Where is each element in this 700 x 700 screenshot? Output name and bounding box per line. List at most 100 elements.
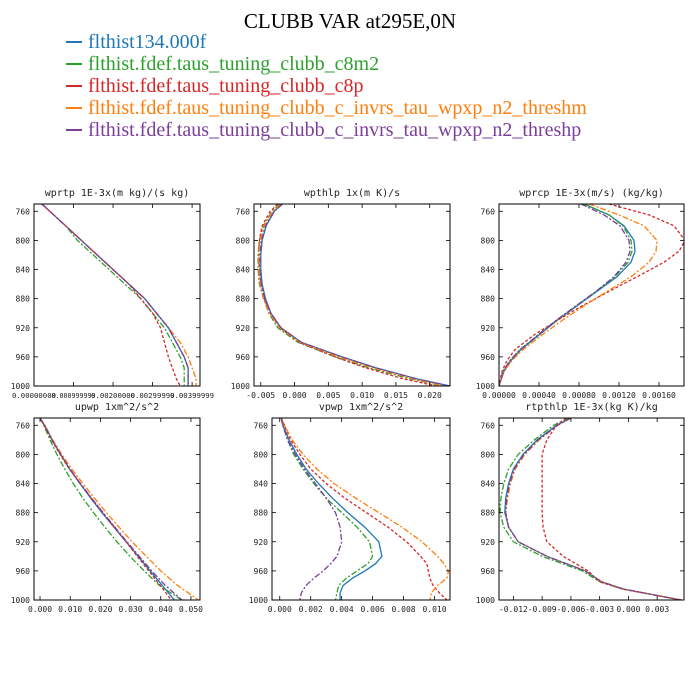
- series-line: [499, 204, 684, 386]
- y-tick-label: 960: [236, 353, 251, 362]
- subplot: vpwp 1xm^2/s^276080084088092096010000.00…: [249, 402, 451, 614]
- x-tick-label: 0.00080: [562, 391, 596, 400]
- y-tick-label: 800: [16, 236, 31, 245]
- series-line: [260, 204, 450, 386]
- legend-swatch-icon: [66, 107, 82, 109]
- legend-swatch-icon: [66, 41, 82, 43]
- legend-label: flthist.fdef.taus_tuning_clubb_c8m2: [88, 53, 380, 75]
- y-tick-label: 760: [236, 207, 251, 216]
- series-line: [280, 418, 343, 600]
- y-tick-label: 760: [481, 207, 496, 216]
- y-tick-label: 1000: [476, 382, 495, 391]
- y-tick-label: 840: [481, 266, 496, 275]
- y-tick-label: 1000: [476, 596, 495, 605]
- subplot: rtpthlp 1E-3x(kg K)/kg 760 800 840 880 920 960…: [476, 402, 685, 614]
- x-tick-label: 0.050: [179, 605, 203, 614]
- y-tick-label: 880: [236, 295, 251, 304]
- legend-label: flthist.fdef.taus_tuning_clubb_c8p: [88, 75, 364, 97]
- x-tick-label: 0.00000: [482, 391, 516, 400]
- subplot-title: wprcp 1E-3x(m/s) (kg/kg): [519, 188, 664, 199]
- legend-label: flthist.fdef.taus_tuning_clubb_c_invrs_t…: [88, 97, 587, 119]
- legend: flthist134.000f flthist.fdef.taus_tuning…: [66, 31, 587, 141]
- y-tick-label: 880: [481, 295, 496, 304]
- subplot: wpthlp 1x(m K)/s 760 800 840 880 920 960 1000-0…: [231, 188, 451, 400]
- y-tick-label: 800: [236, 236, 251, 245]
- series-line: [41, 204, 185, 386]
- series-line: [41, 204, 189, 386]
- series-line: [505, 418, 682, 600]
- x-tick-label: 0.015: [384, 391, 408, 400]
- x-tick-label: -0.006: [556, 605, 585, 614]
- y-tick-label: 920: [481, 538, 496, 547]
- plot-frame: [498, 203, 685, 387]
- x-tick-label: 0.000: [616, 605, 640, 614]
- y-tick-label: 1000: [249, 596, 268, 605]
- plot-frame: [33, 203, 201, 387]
- x-tick-label: 0.00160: [642, 391, 676, 400]
- series-line: [541, 418, 682, 600]
- series-line: [499, 204, 636, 386]
- x-tick-label: 0.030: [119, 605, 143, 614]
- y-tick-label: 760: [254, 421, 269, 430]
- y-tick-label: 960: [481, 567, 496, 576]
- series-line: [41, 204, 197, 386]
- legend-item: flthist134.000f: [66, 31, 587, 53]
- x-tick-label: 0.006: [361, 605, 385, 614]
- y-tick-label: 920: [16, 538, 31, 547]
- series-group: [499, 418, 682, 600]
- subplot-title: vpwp 1xm^2/s^2: [319, 402, 403, 413]
- subplot-title: upwp 1xm^2/s^2: [75, 402, 159, 413]
- y-tick-label: 800: [16, 450, 31, 459]
- x-tick-label: 0.00200000: [91, 392, 135, 400]
- plot-frame: [253, 203, 451, 387]
- subplot: wprcp 1E-3x(m/s) (kg/kg) 760 800 840 880 920 9…: [476, 188, 685, 400]
- x-tick-label: 0.000999999: [52, 392, 96, 400]
- legend-item: flthist.fdef.taus_tuning_clubb_c_invrs_t…: [66, 97, 587, 119]
- series-group: [499, 204, 684, 386]
- y-tick-label: 960: [16, 567, 31, 576]
- y-tick-label: 880: [481, 509, 496, 518]
- y-tick-label: 920: [481, 324, 496, 333]
- y-tick-label: 880: [16, 295, 31, 304]
- series-line: [280, 418, 448, 600]
- x-tick-label: 0.020: [418, 391, 442, 400]
- plot-frame: [271, 417, 451, 601]
- y-tick-label: 840: [481, 480, 496, 489]
- series-line: [504, 418, 682, 600]
- series-line: [39, 418, 183, 600]
- x-tick-label: -0.003: [585, 605, 614, 614]
- series-line: [499, 204, 633, 386]
- x-tick-label: 0.040: [149, 605, 173, 614]
- x-tick-label: 0.000: [268, 605, 292, 614]
- y-tick-label: 840: [236, 266, 251, 275]
- legend-swatch-icon: [66, 85, 82, 87]
- legend-label: flthist134.000f: [88, 31, 207, 53]
- y-tick-label: 960: [481, 353, 496, 362]
- y-tick-label: 1000: [231, 382, 250, 391]
- y-tick-label: 840: [254, 480, 269, 489]
- subplot-title: wpthlp 1x(m K)/s: [304, 188, 400, 199]
- x-tick-label: -0.009: [528, 605, 557, 614]
- subplot: upwp 1xm^2/s^2 760 800 840 880 920 960 10000.00…: [11, 402, 203, 614]
- series-line: [259, 204, 450, 386]
- series-line: [39, 418, 199, 600]
- series-group: [280, 418, 450, 600]
- x-tick-label: 0.008: [392, 605, 416, 614]
- x-tick-label: 0.00120: [602, 391, 636, 400]
- y-tick-label: 760: [16, 421, 31, 430]
- y-tick-label: 1000: [11, 382, 30, 391]
- series-line: [39, 418, 183, 600]
- x-tick-label: 0.00000000: [12, 392, 56, 400]
- x-tick-label: 0.005: [316, 391, 340, 400]
- y-tick-label: 800: [254, 450, 269, 459]
- legend-swatch-icon: [66, 129, 82, 131]
- series-group: [257, 204, 450, 386]
- x-tick-label: 0.003: [645, 605, 669, 614]
- y-tick-label: 760: [481, 421, 496, 430]
- x-tick-label: 0.00040: [522, 391, 556, 400]
- subplot-title: wprtp 1E-3x(m kg)/(s kg): [45, 188, 190, 199]
- series-line: [280, 418, 450, 600]
- plot-frame: [498, 417, 685, 601]
- x-tick-label: -0.012: [499, 605, 528, 614]
